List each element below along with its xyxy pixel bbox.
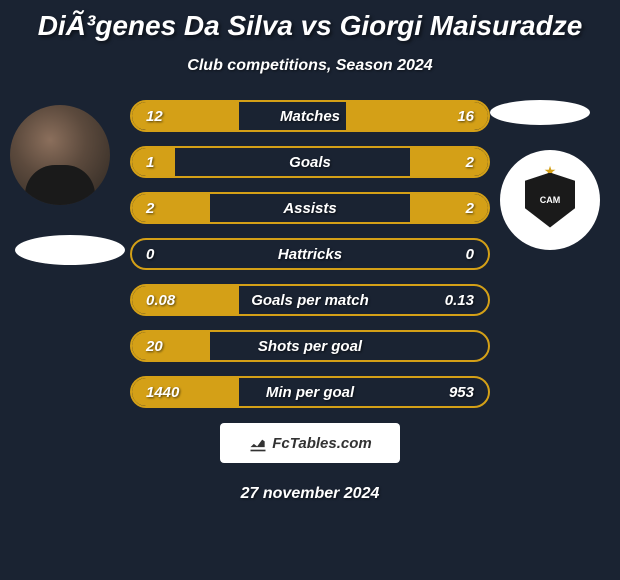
stat-row: 1Goals2 — [130, 146, 490, 178]
stat-value-right: 0 — [466, 246, 474, 263]
stat-label: Shots per goal — [132, 338, 488, 355]
team-left-flag — [15, 235, 125, 265]
footer-logo: FcTables.com — [220, 423, 400, 463]
stat-value-right: 953 — [449, 384, 474, 401]
stat-value-right: 16 — [457, 108, 474, 125]
stat-value-right: 2 — [466, 154, 474, 171]
stat-label: Goals per match — [132, 292, 488, 309]
shield-icon: CAM — [525, 173, 575, 228]
footer-date: 27 november 2024 — [0, 485, 620, 503]
stat-label: Min per goal — [132, 384, 488, 401]
stat-label: Assists — [132, 200, 488, 217]
badge-text: CAM — [540, 195, 561, 205]
stat-value-right: 2 — [466, 200, 474, 217]
stat-row: 20Shots per goal — [130, 330, 490, 362]
player-right-flag — [490, 100, 590, 125]
stat-value-right: 0.13 — [445, 292, 474, 309]
stat-row: 2Assists2 — [130, 192, 490, 224]
content-area: ★ CAM 12Matches161Goals22Assists20Hattri… — [0, 100, 620, 503]
page-title: DiÃ³genes Da Silva vs Giorgi Maisuradze — [0, 0, 620, 42]
stat-label: Hattricks — [132, 246, 488, 263]
player-left-avatar — [10, 105, 110, 205]
stat-row: 12Matches16 — [130, 100, 490, 132]
stats-container: 12Matches161Goals22Assists20Hattricks00.… — [130, 100, 490, 408]
stat-label: Goals — [132, 154, 488, 171]
stat-label: Matches — [132, 108, 488, 125]
stat-row: 1440Min per goal953 — [130, 376, 490, 408]
stat-row: 0.08Goals per match0.13 — [130, 284, 490, 316]
chart-icon — [248, 433, 268, 453]
footer-logo-text: FcTables.com — [272, 435, 371, 452]
stat-row: 0Hattricks0 — [130, 238, 490, 270]
team-right-badge: ★ CAM — [500, 150, 600, 250]
page-subtitle: Club competitions, Season 2024 — [0, 57, 620, 75]
